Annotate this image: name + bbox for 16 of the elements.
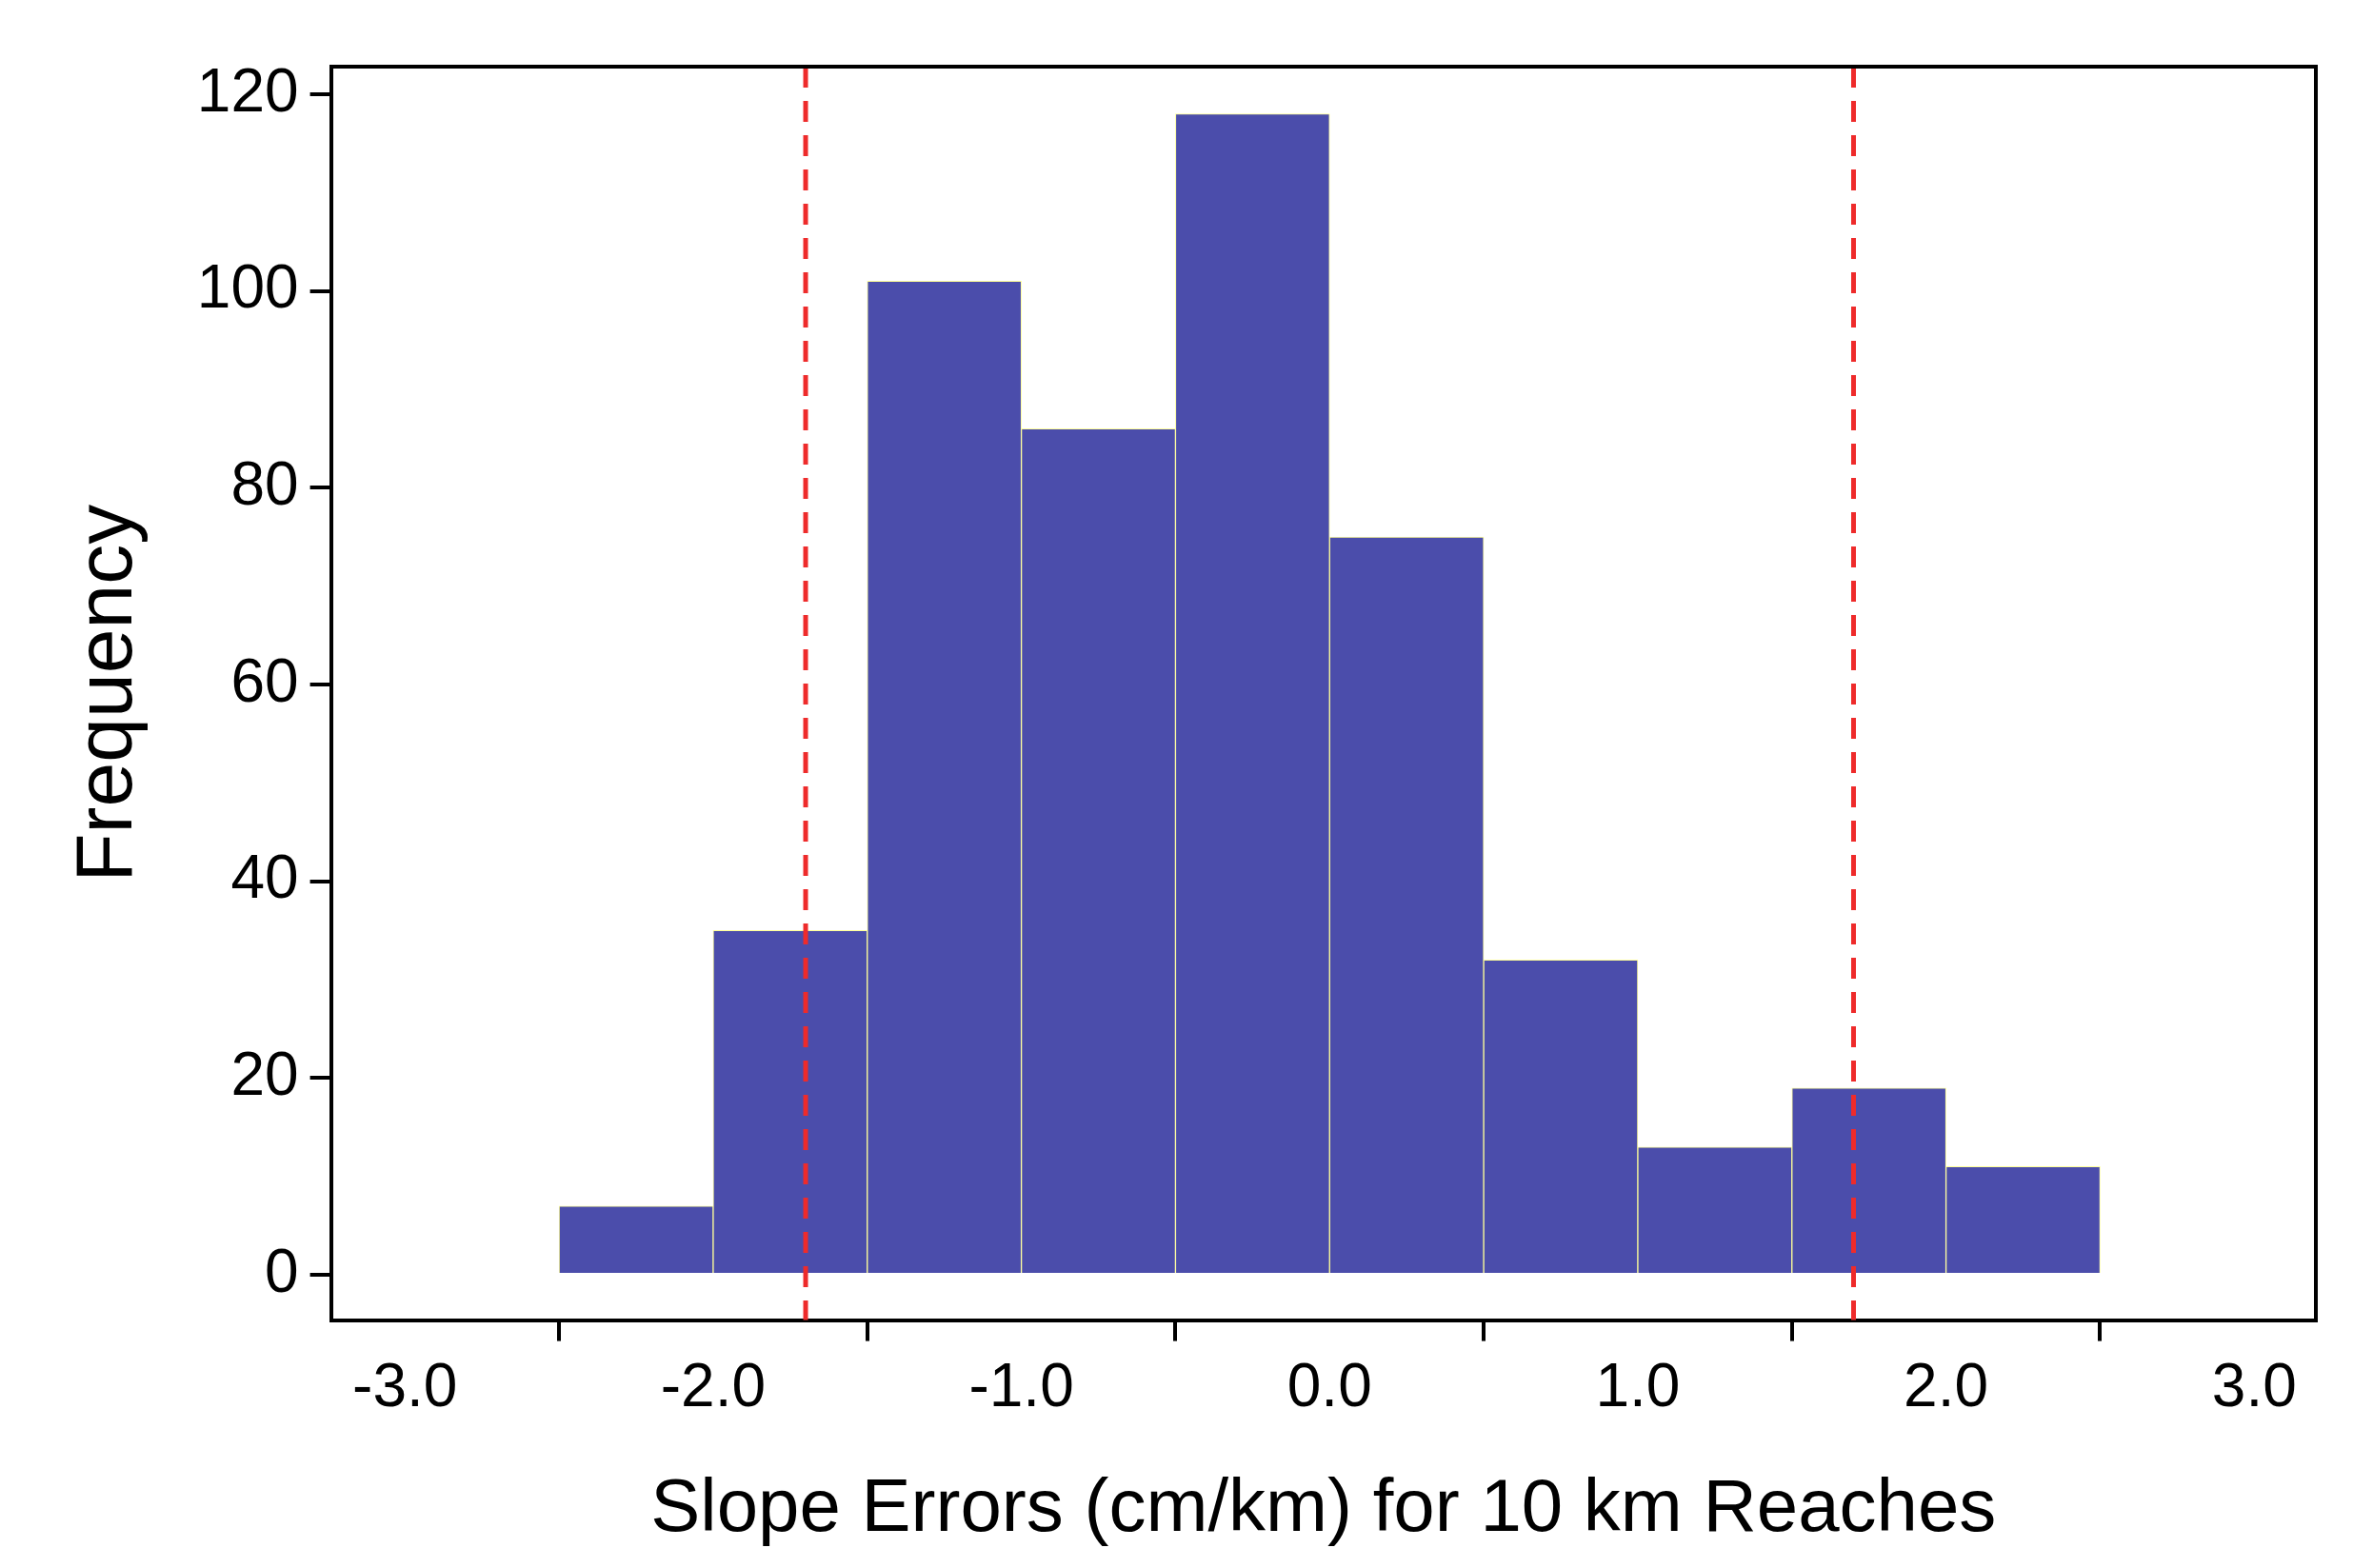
y-tick-label: 120: [196, 55, 299, 125]
x-tick-label: -1.0: [968, 1350, 1074, 1419]
y-tick-label: 40: [230, 843, 299, 912]
y-tick-label: 100: [196, 252, 299, 322]
x-tick-label: 2.0: [1904, 1350, 1989, 1419]
y-tick-label: 0: [264, 1236, 299, 1305]
x-tick-label: 0.0: [1286, 1350, 1372, 1419]
x-tick-label: -2.0: [660, 1350, 767, 1419]
y-tick-label: 80: [230, 448, 299, 518]
x-tick-label: 1.0: [1595, 1350, 1681, 1419]
x-tick-label: 3.0: [2211, 1350, 2297, 1419]
x-tick-label: -3.0: [352, 1350, 458, 1419]
y-tick-label: 60: [230, 645, 299, 715]
x-axis-title: Slope Errors (cm/km) for 10 km Reaches: [650, 1462, 1997, 1547]
y-axis-title: Frequency: [58, 504, 149, 883]
y-tick-label: 20: [230, 1040, 299, 1109]
